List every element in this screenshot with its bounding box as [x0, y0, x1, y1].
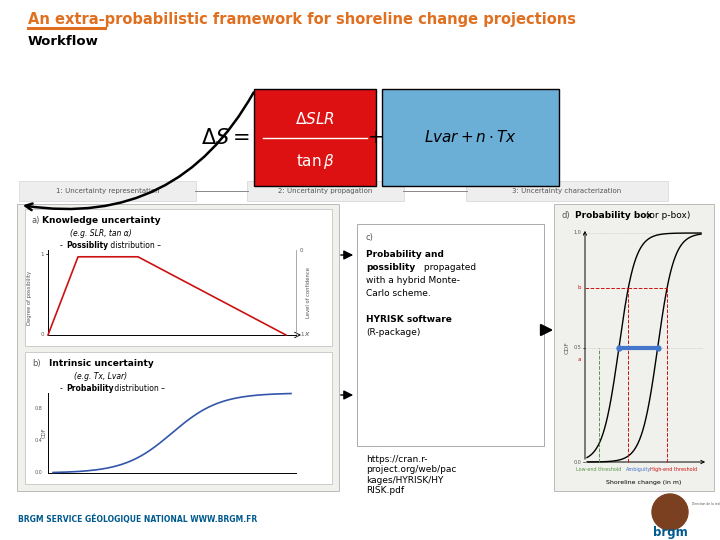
Text: https://cran.r-
project.org/web/pac
kages/HYRISK/HY
RISK.pdf: https://cran.r- project.org/web/pac kage…: [366, 455, 456, 495]
FancyBboxPatch shape: [554, 204, 714, 491]
Text: distribution –: distribution –: [112, 384, 165, 393]
FancyBboxPatch shape: [19, 181, 196, 201]
Text: b: b: [577, 286, 581, 291]
Text: CDF: CDF: [42, 428, 47, 438]
Text: (e.g. SLR, tan α): (e.g. SLR, tan α): [70, 229, 132, 238]
Text: $+$: $+$: [366, 128, 383, 147]
Text: 0.8: 0.8: [35, 407, 42, 411]
FancyBboxPatch shape: [17, 204, 339, 491]
FancyBboxPatch shape: [254, 89, 376, 186]
FancyBboxPatch shape: [382, 89, 559, 186]
FancyBboxPatch shape: [247, 181, 404, 201]
Text: (e.g. Tx, Lvar): (e.g. Tx, Lvar): [74, 372, 127, 381]
Text: CDF: CDF: [564, 341, 570, 354]
Text: a: a: [577, 357, 581, 362]
FancyBboxPatch shape: [25, 352, 332, 484]
Circle shape: [652, 494, 688, 530]
Text: X: X: [304, 333, 308, 338]
Text: propagated: propagated: [421, 263, 476, 272]
Text: 1: 1: [300, 333, 304, 338]
Text: b): b): [32, 359, 40, 368]
Text: High-end threshold: High-end threshold: [650, 467, 697, 472]
Text: 2: Uncertainty propagation: 2: Uncertainty propagation: [279, 188, 373, 194]
Text: -: -: [60, 384, 65, 393]
Text: (R-package): (R-package): [366, 328, 420, 337]
Text: An extra-probabilistic framework for shoreline change projections: An extra-probabilistic framework for sho…: [28, 12, 576, 27]
Text: c): c): [366, 233, 374, 242]
Text: Low-end threshold: Low-end threshold: [576, 467, 621, 472]
Text: d): d): [561, 211, 570, 220]
Text: Knowledge uncertainty: Knowledge uncertainty: [42, 216, 161, 225]
Text: Direction de la recherche et du développement: Direction de la recherche et du développ…: [692, 502, 720, 506]
Text: 3: Uncertainty characterization: 3: Uncertainty characterization: [513, 188, 621, 194]
Text: distribution –: distribution –: [108, 241, 161, 250]
FancyBboxPatch shape: [357, 224, 544, 446]
FancyBboxPatch shape: [25, 209, 332, 346]
Text: Probability: Probability: [66, 384, 114, 393]
Text: Possiblity: Possiblity: [66, 241, 108, 250]
Text: $\tan\beta$: $\tan\beta$: [296, 152, 334, 171]
Text: HYRISK software: HYRISK software: [366, 315, 452, 324]
Text: Ambiguity: Ambiguity: [626, 467, 651, 472]
Text: 0.0: 0.0: [573, 460, 581, 464]
Text: 0: 0: [40, 333, 44, 338]
Text: 0.5: 0.5: [573, 345, 581, 350]
Text: Level of confidence: Level of confidence: [305, 267, 310, 318]
Text: BRGM SERVICE GÉOLOGIQUE NATIONAL WWW.BRGM.FR: BRGM SERVICE GÉOLOGIQUE NATIONAL WWW.BRG…: [18, 515, 257, 524]
Text: 0.4: 0.4: [35, 438, 42, 443]
Text: Carlo scheme.: Carlo scheme.: [366, 289, 431, 298]
Text: brgm: brgm: [652, 526, 688, 539]
Text: 1.0: 1.0: [573, 231, 581, 235]
Text: Intrinsic uncertainty: Intrinsic uncertainty: [49, 359, 153, 368]
Text: $Lvar + n \cdot Tx$: $Lvar + n \cdot Tx$: [424, 130, 517, 145]
Text: (or p-box): (or p-box): [643, 211, 690, 220]
Text: Shoreline change (in m): Shoreline change (in m): [606, 480, 682, 485]
Text: 0: 0: [300, 247, 304, 253]
Text: $\Delta SLR$: $\Delta SLR$: [295, 111, 335, 126]
Text: 0.0: 0.0: [35, 470, 42, 476]
Text: $\Delta S =$: $\Delta S =$: [200, 127, 250, 147]
Text: Degree of possibility: Degree of possibility: [27, 271, 32, 325]
Text: a): a): [32, 216, 40, 225]
Text: -: -: [60, 241, 65, 250]
Text: with a hybrid Monte-: with a hybrid Monte-: [366, 276, 460, 285]
Text: 1: Uncertainty representation: 1: Uncertainty representation: [55, 188, 159, 194]
Text: Probability box: Probability box: [575, 211, 652, 220]
Text: Probability and: Probability and: [366, 250, 444, 259]
Text: Workflow: Workflow: [28, 35, 99, 48]
FancyBboxPatch shape: [466, 181, 668, 201]
Text: 1: 1: [40, 252, 44, 256]
Text: possiblity: possiblity: [366, 263, 415, 272]
